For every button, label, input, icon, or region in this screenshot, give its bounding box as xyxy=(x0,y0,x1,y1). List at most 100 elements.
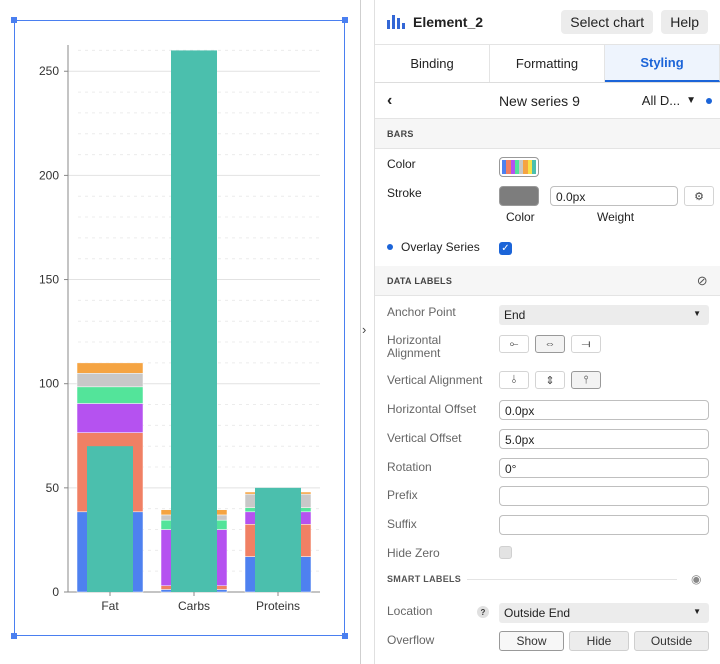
series-selector-value: All D... xyxy=(641,93,681,108)
palette-stripe xyxy=(531,160,536,174)
resize-handle-bottom-right[interactable] xyxy=(342,633,348,639)
overlay-bar xyxy=(255,487,301,592)
y-tick-label: 250 xyxy=(39,64,59,78)
x-tick-label: Proteins xyxy=(256,599,300,613)
dropdown-arrow-icon: ▼ xyxy=(693,607,701,616)
anchor-point-select[interactable]: End ▼ xyxy=(499,305,709,325)
resize-handle-top-left[interactable] xyxy=(11,17,17,23)
panel-divider[interactable] xyxy=(360,0,374,664)
align-left-icon[interactable]: ⟜ xyxy=(499,335,529,353)
y-tick-label: 200 xyxy=(39,168,59,182)
visibility-off-icon[interactable]: ⊘ xyxy=(696,272,708,288)
palette-stripe xyxy=(519,160,524,174)
chevron-down-icon: ▼ xyxy=(686,95,696,106)
stacked-bar-segment xyxy=(76,403,144,433)
data-labels-body: Anchor Point End ▼ Horizontal Alignment … xyxy=(375,296,720,570)
properties-panel: Element_2 Select chart Help Binding Form… xyxy=(374,0,720,664)
palette-stripe xyxy=(506,160,511,174)
palette-stripe xyxy=(527,160,532,174)
horizontal-offset-label: Horizontal Offset xyxy=(387,402,477,416)
bars-section-title: BARS xyxy=(387,128,414,139)
hide-zero-label: Hide Zero xyxy=(387,546,440,560)
help-button[interactable]: Help xyxy=(661,10,708,34)
tab-binding[interactable]: Binding xyxy=(375,45,490,82)
suffix-input[interactable] xyxy=(499,515,709,535)
prefix-input[interactable] xyxy=(499,486,709,506)
anchor-point-value: End xyxy=(504,308,526,322)
panel-header: Element_2 Select chart Help xyxy=(375,0,720,45)
vertical-offset-label: Vertical Offset xyxy=(387,431,462,445)
bars-section-header[interactable]: BARS xyxy=(375,119,720,149)
bar-color-swatch[interactable] xyxy=(499,157,539,177)
overflow-hide-button[interactable]: Hide xyxy=(569,631,629,651)
rotation-label: Rotation xyxy=(387,460,432,474)
help-question-icon[interactable]: ? xyxy=(477,606,489,618)
palette-stripe xyxy=(514,160,519,174)
modified-indicator-icon xyxy=(706,97,712,104)
series-selector[interactable]: All D... ▼ xyxy=(642,93,696,108)
stroke-settings-gear-icon[interactable]: ⚙ xyxy=(684,186,714,206)
palette-stripe xyxy=(510,160,515,174)
y-tick-label: 100 xyxy=(39,377,59,391)
location-label: Location xyxy=(387,604,433,618)
palette-stripe xyxy=(502,160,507,174)
series-name: New series 9 xyxy=(498,92,580,109)
align-top-icon[interactable]: ⫯ xyxy=(571,371,601,389)
element-name: Element_2 xyxy=(413,14,484,30)
location-value: Outside End xyxy=(504,606,571,620)
panel-tabs: Binding Formatting Styling xyxy=(375,45,720,83)
resize-handle-top-right[interactable] xyxy=(342,17,348,23)
horizontal-alignment-label: Horizontal Alignment xyxy=(387,333,442,360)
y-tick-label: 0 xyxy=(52,585,59,599)
stacked-bar-segment xyxy=(76,362,144,374)
overflow-label: Overflow xyxy=(387,633,435,647)
select-chart-button[interactable]: Select chart xyxy=(561,10,654,34)
dropdown-arrow-icon: ▼ xyxy=(693,309,701,318)
tab-formatting[interactable]: Formatting xyxy=(490,45,605,82)
align-right-icon[interactable]: ⟞ xyxy=(571,335,601,353)
vertical-offset-input[interactable]: 5.0px xyxy=(499,429,709,449)
suffix-label: Suffix xyxy=(387,517,417,531)
stroke-label: Stroke xyxy=(387,186,422,200)
smart-labels-title: SMART LABELS xyxy=(387,574,462,584)
x-tick-label: Fat xyxy=(101,599,119,613)
overlay-series-checkbox[interactable]: ✓ xyxy=(499,242,512,255)
overlay-series-label: Overlay Series xyxy=(401,240,480,254)
bars-section-body: Color Stroke 0.0px ⚙ Color Weight Overla… xyxy=(375,149,720,266)
data-labels-section-header[interactable]: DATA LABELS ⊘ xyxy=(375,266,720,296)
align-bottom-icon[interactable]: ⫰ xyxy=(499,371,529,389)
back-arrow-icon[interactable]: ‹ xyxy=(387,91,393,109)
prefix-label: Prefix xyxy=(387,488,418,502)
stroke-color-caption: Color xyxy=(506,210,535,224)
overlay-modified-dot-icon xyxy=(387,244,393,250)
align-center-icon[interactable]: ⇔ xyxy=(535,335,565,353)
tab-styling[interactable]: Styling xyxy=(605,45,720,82)
anchor-point-label: Anchor Point xyxy=(387,305,456,319)
series-navigator: ‹ New series 9 All D... ▼ xyxy=(375,83,720,119)
bar-chart[interactable]: 0 50 100 150 200 250 Fat Carbs Proteins xyxy=(0,0,361,664)
overflow-show-button[interactable]: Show xyxy=(499,631,564,651)
overlay-bar xyxy=(87,446,133,592)
align-middle-icon[interactable]: ⇕ xyxy=(535,371,565,389)
x-tick-label: Carbs xyxy=(178,599,210,613)
overflow-outside-button[interactable]: Outside xyxy=(634,631,709,651)
smart-labels-body: SMART LABELS ◉ Location ? Outside End ▼ … xyxy=(375,570,720,658)
y-tick-label: 50 xyxy=(46,481,60,495)
horizontal-offset-input[interactable]: 0.0px xyxy=(499,400,709,420)
smart-labels-rule xyxy=(467,579,677,580)
color-label: Color xyxy=(387,157,416,171)
stroke-color-swatch[interactable] xyxy=(499,186,539,206)
resize-handle-bottom-left[interactable] xyxy=(11,633,17,639)
overlay-bar xyxy=(171,50,217,592)
location-select[interactable]: Outside End ▼ xyxy=(499,603,709,623)
visibility-eye-icon[interactable]: ◉ xyxy=(691,572,702,586)
rotation-input[interactable]: 0° xyxy=(499,458,709,478)
data-labels-section-title: DATA LABELS xyxy=(387,275,453,286)
stroke-weight-input[interactable]: 0.0px xyxy=(550,186,678,206)
expand-chevron-icon[interactable]: › xyxy=(362,322,367,337)
palette-stripe xyxy=(523,160,528,174)
selection-frame[interactable] xyxy=(14,20,345,636)
chart-logo-icon xyxy=(387,15,405,29)
chart-canvas: 0 50 100 150 200 250 Fat Carbs Proteins xyxy=(0,0,361,664)
hide-zero-checkbox[interactable] xyxy=(499,546,512,559)
